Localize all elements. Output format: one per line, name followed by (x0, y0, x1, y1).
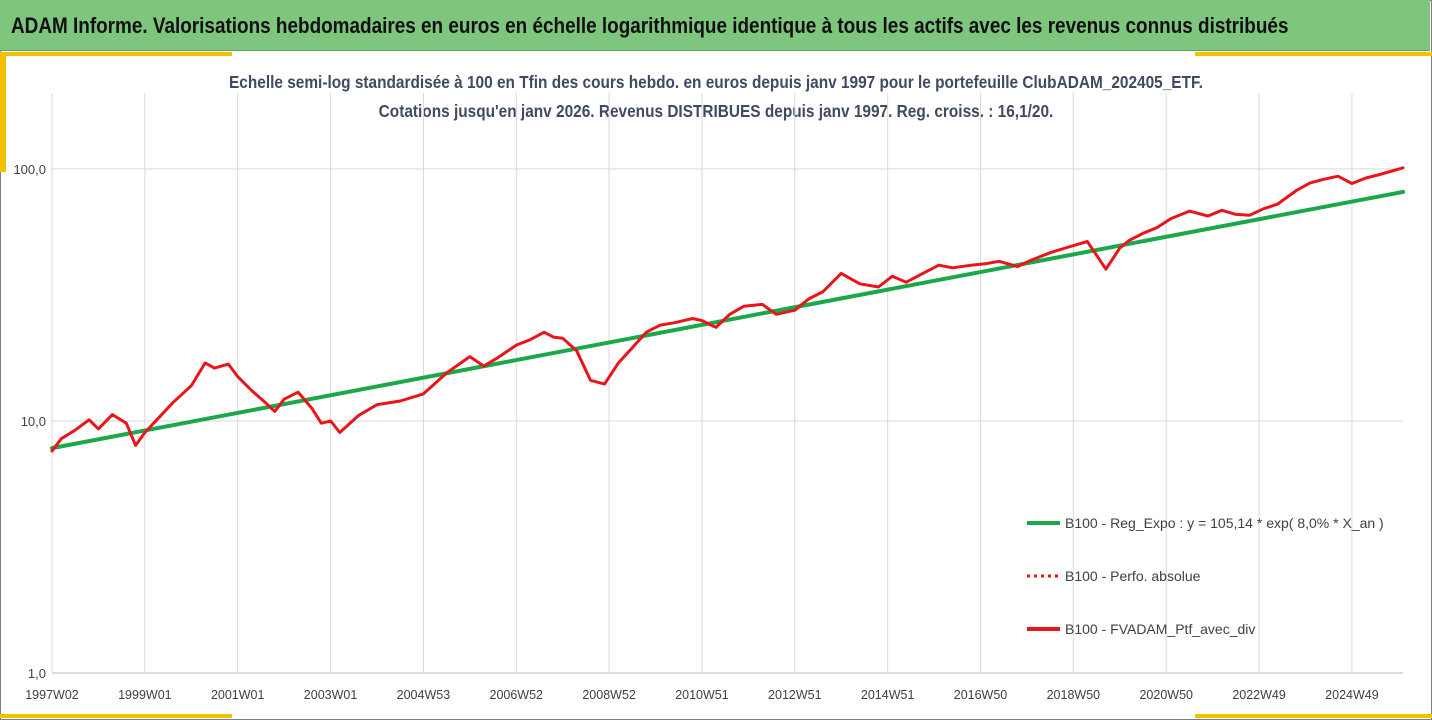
portfolio-line (50, 166, 1405, 453)
accent-bar-bottom-left (0, 714, 232, 718)
accent-bar-top-right (1195, 52, 1432, 56)
legend-regression-label: B100 - Reg_Expo : y = 105,14 * exp( 8,0%… (1065, 515, 1384, 531)
accent-bar-left (0, 52, 6, 172)
x-tick-label: 2004W53 (397, 688, 451, 702)
chart-title: Echelle semi-log standardisée à 100 en T… (229, 72, 1203, 92)
regression-line (50, 189, 1405, 451)
accent-bar-bottom-right (1195, 714, 1432, 718)
x-tick-label: 2008W52 (582, 688, 636, 702)
y-tick-label: 10,0 (21, 414, 46, 429)
y-tick-label: 1,0 (28, 666, 46, 681)
x-tick-label: 2024W49 (1325, 688, 1379, 702)
y-tick-label: 100,0 (13, 162, 46, 177)
chart-title-block: Echelle semi-log standardisée à 100 en T… (0, 68, 1432, 126)
x-tick-label: 2022W49 (1232, 688, 1286, 702)
x-tick-label: 1997W02 (25, 688, 79, 702)
x-tick-label: 2018W50 (1047, 688, 1101, 702)
legend-absolute-perf-label: B100 - Perfo. absolue (1065, 568, 1201, 584)
x-tick-label: 2010W51 (675, 688, 729, 702)
legend-portfolio-label: B100 - FVADAM_Ptf_avec_div (1065, 621, 1255, 637)
x-tick-label: 2001W01 (211, 688, 265, 702)
x-tick-label: 2006W52 (490, 688, 544, 702)
x-tick-label: 2020W50 (1139, 688, 1193, 702)
x-tick-label: 2012W51 (768, 688, 822, 702)
x-tick-label: 2003W01 (304, 688, 358, 702)
x-tick-label: 2014W51 (861, 688, 915, 702)
accent-bar-top-left (0, 52, 232, 56)
chart-subtitle: Cotations jusqu'en janv 2026. Revenus DI… (378, 101, 1054, 121)
x-tick-label: 2016W50 (954, 688, 1008, 702)
x-tick-label: 1999W01 (118, 688, 172, 702)
page-title: ADAM Informe. Valorisations hebdomadaire… (11, 13, 1289, 38)
header-bar: ADAM Informe. Valorisations hebdomadaire… (0, 0, 1430, 51)
